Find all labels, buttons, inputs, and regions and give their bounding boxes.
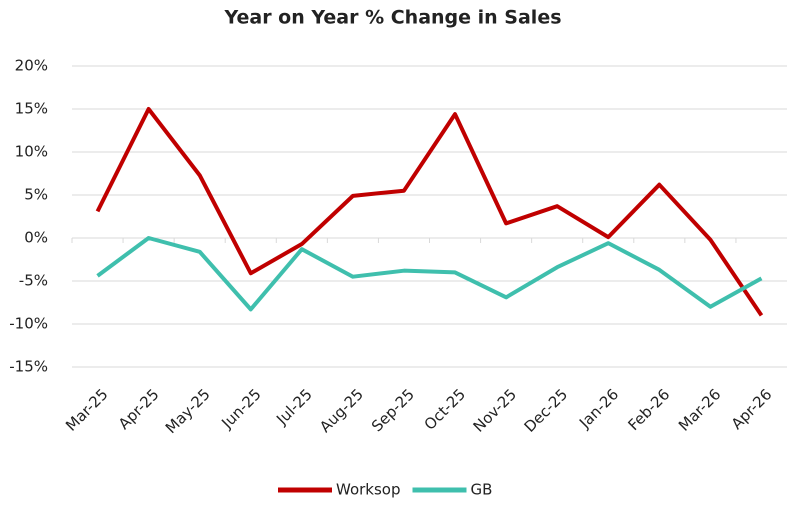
y-tick-label: 5% (24, 186, 48, 204)
x-tick-label: Mar-25 (62, 385, 111, 434)
x-tick-label: Feb-26 (624, 385, 673, 434)
x-tick-label: Mar-26 (675, 385, 724, 434)
series-line (96, 236, 763, 312)
y-tick-label: 15% (15, 100, 48, 118)
y-tick-label: -15% (9, 358, 48, 376)
x-tick-label: Apr-25 (115, 385, 163, 433)
y-tick-label: -10% (9, 315, 48, 333)
legend-label: GB (471, 481, 493, 499)
x-tick-label: Jul-25 (272, 385, 316, 429)
y-tick-label: 10% (15, 143, 48, 161)
x-tick-label: Sep-25 (368, 385, 418, 435)
x-tick-label: Apr-26 (728, 385, 776, 433)
x-tick-label: Oct-25 (421, 385, 469, 433)
x-tick-label: Jan-26 (575, 385, 622, 432)
legend-label: Worksop (336, 481, 401, 499)
x-tick-label: Aug-25 (316, 385, 367, 436)
y-tick-label: -5% (19, 272, 48, 290)
x-tick-label: Dec-25 (521, 385, 572, 436)
y-tick-label: 20% (15, 57, 48, 75)
series-line (95, 107, 764, 317)
x-tick-label: Jun-25 (217, 385, 264, 432)
chart-title: Year on Year % Change in Sales (223, 7, 561, 29)
x-tick-label: May-25 (162, 385, 214, 437)
x-tick-label: Nov-25 (470, 385, 520, 435)
y-tick-label: 0% (24, 229, 48, 247)
